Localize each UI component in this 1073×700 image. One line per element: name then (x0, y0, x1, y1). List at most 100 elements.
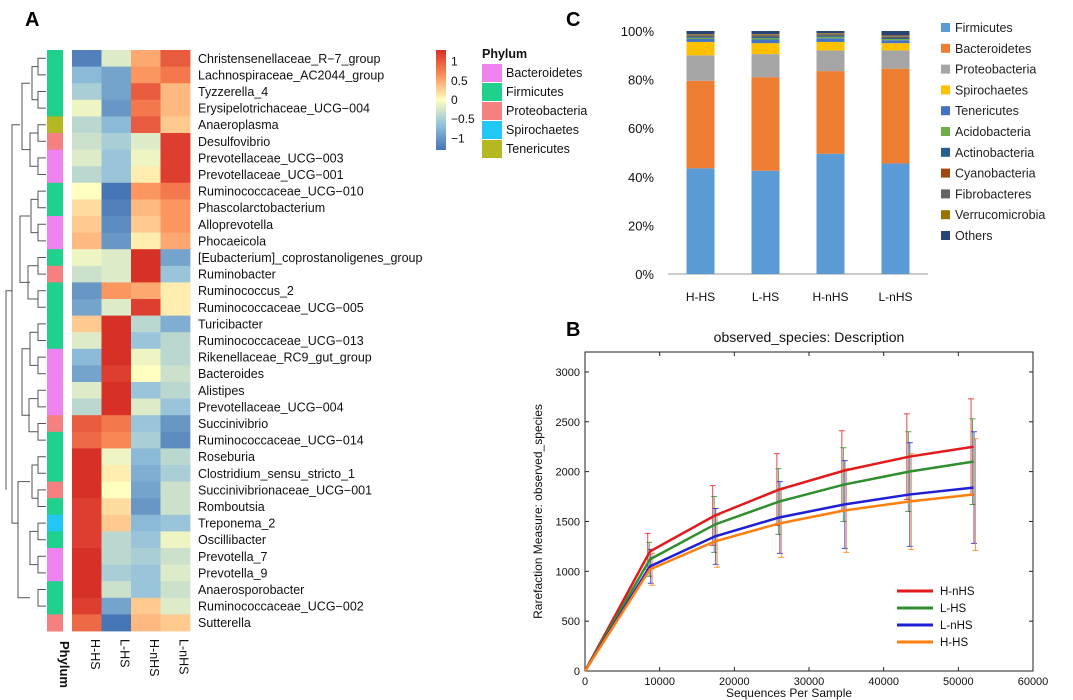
stacked-bar-segment (751, 77, 780, 171)
phylum-annotation-cell (47, 448, 63, 466)
phylum-annotation-cell (47, 564, 63, 582)
heatmap-cell (72, 614, 102, 632)
phylum-annotation-cell (47, 149, 63, 167)
legend-label: L-nHS (940, 620, 973, 632)
heatmap-cell (160, 398, 191, 416)
heatmap-cell (101, 182, 132, 200)
phylum-annotation-cell (47, 398, 63, 416)
phylum-annotation-cell (47, 282, 63, 300)
column-label: H-HS (88, 639, 102, 670)
heatmap-cell (72, 66, 102, 84)
row-label: Alloprevotella (198, 218, 273, 232)
row-label: Phocaeicola (198, 234, 266, 248)
heatmap-cell (160, 531, 191, 549)
heatmap-cell (101, 431, 132, 449)
phylum-annotation-cell (47, 614, 63, 632)
heatmap-cell (160, 481, 191, 499)
phylum-legend-swatch (482, 83, 502, 101)
color-scale-bar (436, 50, 446, 150)
phylum-annotation-cell (47, 232, 63, 250)
panel-label-c: C (566, 9, 580, 31)
row-dendrogram (5, 57, 46, 607)
heatmap-cell (101, 149, 132, 167)
heatmap-panel: Christensenellaceae_R−7_group Lachnospira… (5, 47, 587, 688)
heatmap-cell (72, 348, 102, 366)
row-label: Sutterella (198, 616, 251, 630)
legend-swatch (941, 64, 950, 74)
heatmap-cell (131, 315, 161, 333)
stacked-bar-segment (881, 35, 910, 37)
stacked-bar-segment (686, 36, 715, 38)
y-tick-label: 1500 (556, 516, 580, 528)
heatmap-cell (131, 50, 161, 67)
x-tick-label: 50000 (943, 676, 974, 688)
heatmap-cell (131, 116, 161, 134)
heatmap-cell (101, 133, 132, 150)
heatmap-cell (131, 448, 161, 466)
heatmap-cell (160, 232, 191, 250)
y-tick-label: 20% (628, 218, 654, 233)
y-tick-label: 40% (628, 170, 654, 185)
heatmap-cell (72, 448, 102, 466)
phylum-annotation-cell (47, 315, 63, 333)
stacked-bar-segment (751, 170, 780, 274)
dendrogram-branches (5, 57, 46, 607)
legend-label: Tenericutes (955, 104, 1019, 118)
phylum-legend-label: Spirochaetes (506, 123, 579, 137)
heatmap-cell (101, 597, 132, 615)
x-tick-label: 20000 (719, 676, 750, 688)
heatmap-cell (72, 249, 102, 267)
series-line (583, 445, 974, 672)
row-label: Alistipes (198, 384, 245, 398)
stacked-bar-segment (816, 33, 845, 34)
heatmap-cell (131, 581, 161, 599)
heatmap-cell (131, 66, 161, 84)
legend-swatch (941, 210, 950, 220)
stacked-bar-segment (686, 80, 715, 169)
heatmap-cell (101, 448, 132, 466)
x-tick-label: L-HS (752, 290, 779, 304)
heatmap-cell (160, 581, 191, 599)
phylum-annotation-cell (47, 83, 63, 101)
heatmap-cell (160, 83, 191, 101)
heatmap-cell (131, 431, 161, 449)
heatmap-cell (160, 116, 191, 134)
phylum-legend-label: Tenericutes (506, 142, 570, 156)
heatmap-cell (131, 597, 161, 615)
scale-tick-label: −1 (451, 131, 465, 145)
x-tick-label: 0 (582, 676, 588, 688)
scale-tick-label: 1 (451, 55, 458, 69)
heatmap-cell (131, 614, 161, 632)
heatmap-cell (101, 232, 132, 250)
heatmap-cell (72, 382, 102, 399)
row-label: [Eubacterium]_coprostanoligenes_group (198, 251, 422, 265)
heatmap-cell (160, 282, 191, 300)
heatmap-cell (131, 232, 161, 250)
heatmap-cell (160, 133, 191, 150)
heatmap-cell (131, 398, 161, 416)
row-label: Ruminococcaceae_UCG−002 (198, 600, 364, 614)
stacked-bar-segment (881, 40, 910, 44)
phylum-annotation-cell (47, 481, 63, 499)
stacked-bar-segment (686, 39, 715, 42)
panel-label-b: B (566, 319, 580, 341)
stacked-bar-segment (686, 31, 715, 35)
heatmap-cell (72, 498, 102, 516)
heatmap-cell (131, 99, 161, 117)
stacked-bar-segment (686, 41, 715, 56)
chart-title: observed_species: Description (714, 329, 905, 345)
legend-swatch (941, 189, 950, 199)
stacked-bar-segment (881, 36, 910, 37)
heatmap-cell (160, 514, 191, 532)
phylum-annotation-cell (47, 99, 63, 117)
row-label: Ruminococcaceae_UCG−010 (198, 185, 364, 199)
x-tick-label: 10000 (644, 676, 675, 688)
stacked-bar-segment (816, 41, 845, 51)
phylum-annotation-cell (47, 116, 63, 134)
heatmap-cell (101, 465, 132, 482)
heatmap-cell (131, 348, 161, 366)
heatmap-cell (72, 232, 102, 250)
heatmap-cell (101, 398, 132, 416)
heatmap-cell (101, 116, 132, 134)
y-tick-label: 0% (635, 267, 654, 282)
